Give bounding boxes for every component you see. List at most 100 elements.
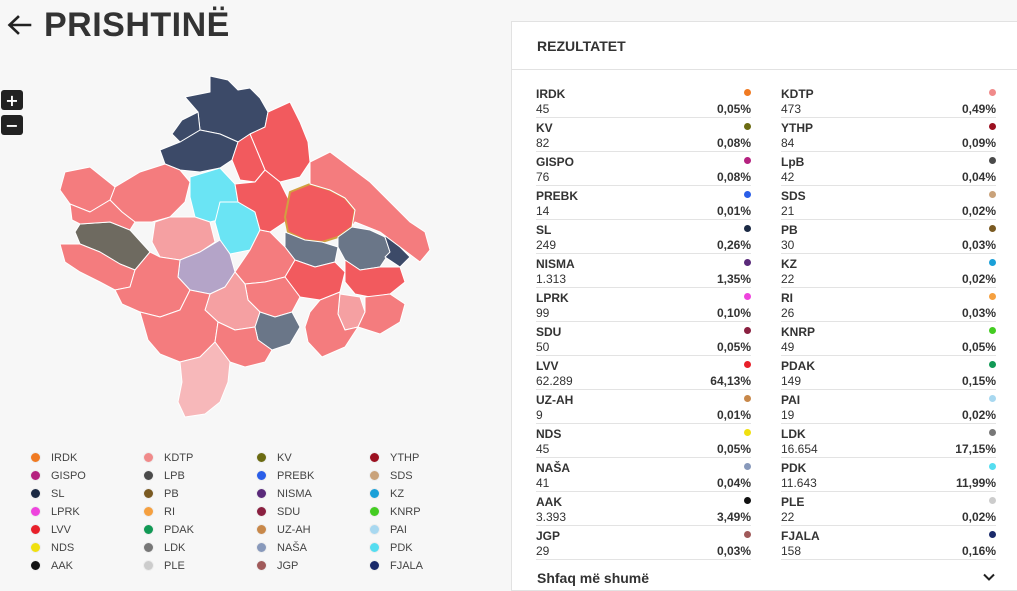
result-party-name: PDK (781, 461, 807, 475)
map-region-north-3[interactable] (171, 111, 201, 143)
result-votes: 49 (781, 340, 795, 354)
result-votes: 149 (781, 374, 802, 388)
map-region-northeast-3[interactable] (309, 151, 431, 263)
legend-item[interactable]: GISPO (30, 469, 143, 482)
results-title: REZULTATET (512, 22, 1017, 70)
legend-color-dot (143, 524, 154, 535)
map-region-northeast-1[interactable] (249, 101, 311, 183)
legend-item[interactable]: YTHP (369, 451, 482, 464)
legend-item[interactable]: KZ (369, 487, 482, 500)
legend-item[interactable]: RI (143, 505, 256, 518)
legend-item[interactable]: KNRP (369, 505, 482, 518)
legend-label: AAK (51, 559, 74, 572)
map-region-west-3[interactable] (69, 199, 136, 231)
result-percentage: 0,02% (961, 272, 996, 286)
map-region-north-2[interactable] (159, 129, 239, 173)
legend-item[interactable]: NISMA (256, 487, 369, 500)
result-color-dot (744, 225, 751, 232)
result-percentage: 0,15% (961, 374, 996, 388)
legend-item[interactable]: KDTP (143, 451, 256, 464)
result-color-dot (744, 89, 751, 96)
result-row: AAK 3.393 3,49% (536, 492, 751, 526)
result-row: LVV 62.289 64,13% (536, 356, 751, 390)
result-party-name: PREBK (536, 189, 579, 203)
map-region-east-2[interactable] (357, 293, 406, 335)
result-percentage: 0,26% (716, 238, 751, 252)
result-percentage: 0,01% (716, 204, 751, 218)
legend-item[interactable]: UZ-AH (256, 523, 369, 536)
legend-item[interactable]: SDS (369, 469, 482, 482)
legend-item[interactable]: PB (143, 487, 256, 500)
map-region-east-3[interactable] (304, 291, 359, 358)
legend-label: YTHP (390, 451, 420, 464)
result-row: PAI 19 0,02% (781, 390, 996, 424)
legend-item[interactable]: KV (256, 451, 369, 464)
legend-color-dot (143, 470, 154, 481)
legend-item[interactable]: LPRK (30, 505, 143, 518)
result-color-dot (744, 531, 751, 538)
result-row: NAŠA 41 0,04% (536, 458, 751, 492)
result-party-name: LDK (781, 427, 806, 441)
result-votes: 30 (781, 238, 795, 252)
legend-color-dot (256, 470, 267, 481)
result-percentage: 0,08% (716, 136, 751, 150)
map-region-east-1[interactable] (344, 259, 406, 298)
result-percentage: 0,02% (961, 510, 996, 524)
result-percentage: 0,05% (716, 102, 751, 116)
result-color-dot (744, 259, 751, 266)
result-party-name: NAŠA (536, 461, 571, 475)
result-party-name: PAI (781, 393, 801, 407)
result-party-name: KV (536, 121, 553, 135)
result-color-dot (989, 293, 996, 300)
legend-color-dot (369, 542, 380, 553)
legend-label: LPRK (51, 505, 80, 518)
result-row: YTHP 84 0,09% (781, 118, 996, 152)
legend-item[interactable]: IRDK (30, 451, 143, 464)
result-color-dot (989, 191, 996, 198)
zoom-out-button[interactable]: − (1, 115, 23, 135)
legend-item[interactable]: NAŠA (256, 541, 369, 554)
legend-item[interactable]: PAI (369, 523, 482, 536)
legend-item[interactable]: SL (30, 487, 143, 500)
legend-item[interactable]: PLE (143, 559, 256, 572)
result-color-dot (744, 429, 751, 436)
legend-item[interactable]: SDU (256, 505, 369, 518)
result-votes: 41 (536, 476, 550, 490)
result-votes: 62.289 (536, 374, 573, 388)
result-percentage: 0,03% (961, 306, 996, 320)
legend-color-dot (256, 524, 267, 535)
zoom-in-button[interactable]: + (1, 90, 23, 110)
result-color-dot (744, 497, 751, 504)
legend-item[interactable]: PDAK (143, 523, 256, 536)
legend-item[interactable]: AAK (30, 559, 143, 572)
legend-item[interactable]: PDK (369, 541, 482, 554)
legend-item[interactable]: JGP (256, 559, 369, 572)
legend-color-dot (369, 488, 380, 499)
result-party-name: GISPO (536, 155, 575, 169)
show-more-button[interactable]: Shfaq më shumë (512, 565, 1017, 591)
show-more-label: Shfaq më shumë (537, 570, 650, 586)
legend-color-dot (143, 506, 154, 517)
result-percentage: 0,49% (961, 102, 996, 116)
legend-item[interactable]: LPB (143, 469, 256, 482)
result-row: KNRP 49 0,05% (781, 322, 996, 356)
map-region-south-pale[interactable] (177, 341, 231, 418)
legend-color-dot (369, 470, 380, 481)
legend-color-dot (143, 488, 154, 499)
map-region-south-2[interactable] (214, 321, 273, 368)
result-row: IRDK 45 0,05% (536, 84, 751, 118)
result-party-name: YTHP (781, 121, 814, 135)
result-votes: 19 (781, 408, 795, 422)
legend-item[interactable]: LDK (143, 541, 256, 554)
back-arrow-icon[interactable] (2, 8, 36, 42)
result-party-name: SL (536, 223, 552, 237)
result-votes: 22 (781, 510, 795, 524)
legend-item[interactable]: FJALA (369, 559, 482, 572)
legend-item[interactable]: NDS (30, 541, 143, 554)
result-percentage: 3,49% (716, 510, 751, 524)
map-region-east-srb[interactable] (379, 231, 411, 268)
legend-item[interactable]: PREBK (256, 469, 369, 482)
result-percentage: 0,16% (961, 544, 996, 558)
result-percentage: 0,02% (961, 408, 996, 422)
legend-item[interactable]: LVV (30, 523, 143, 536)
